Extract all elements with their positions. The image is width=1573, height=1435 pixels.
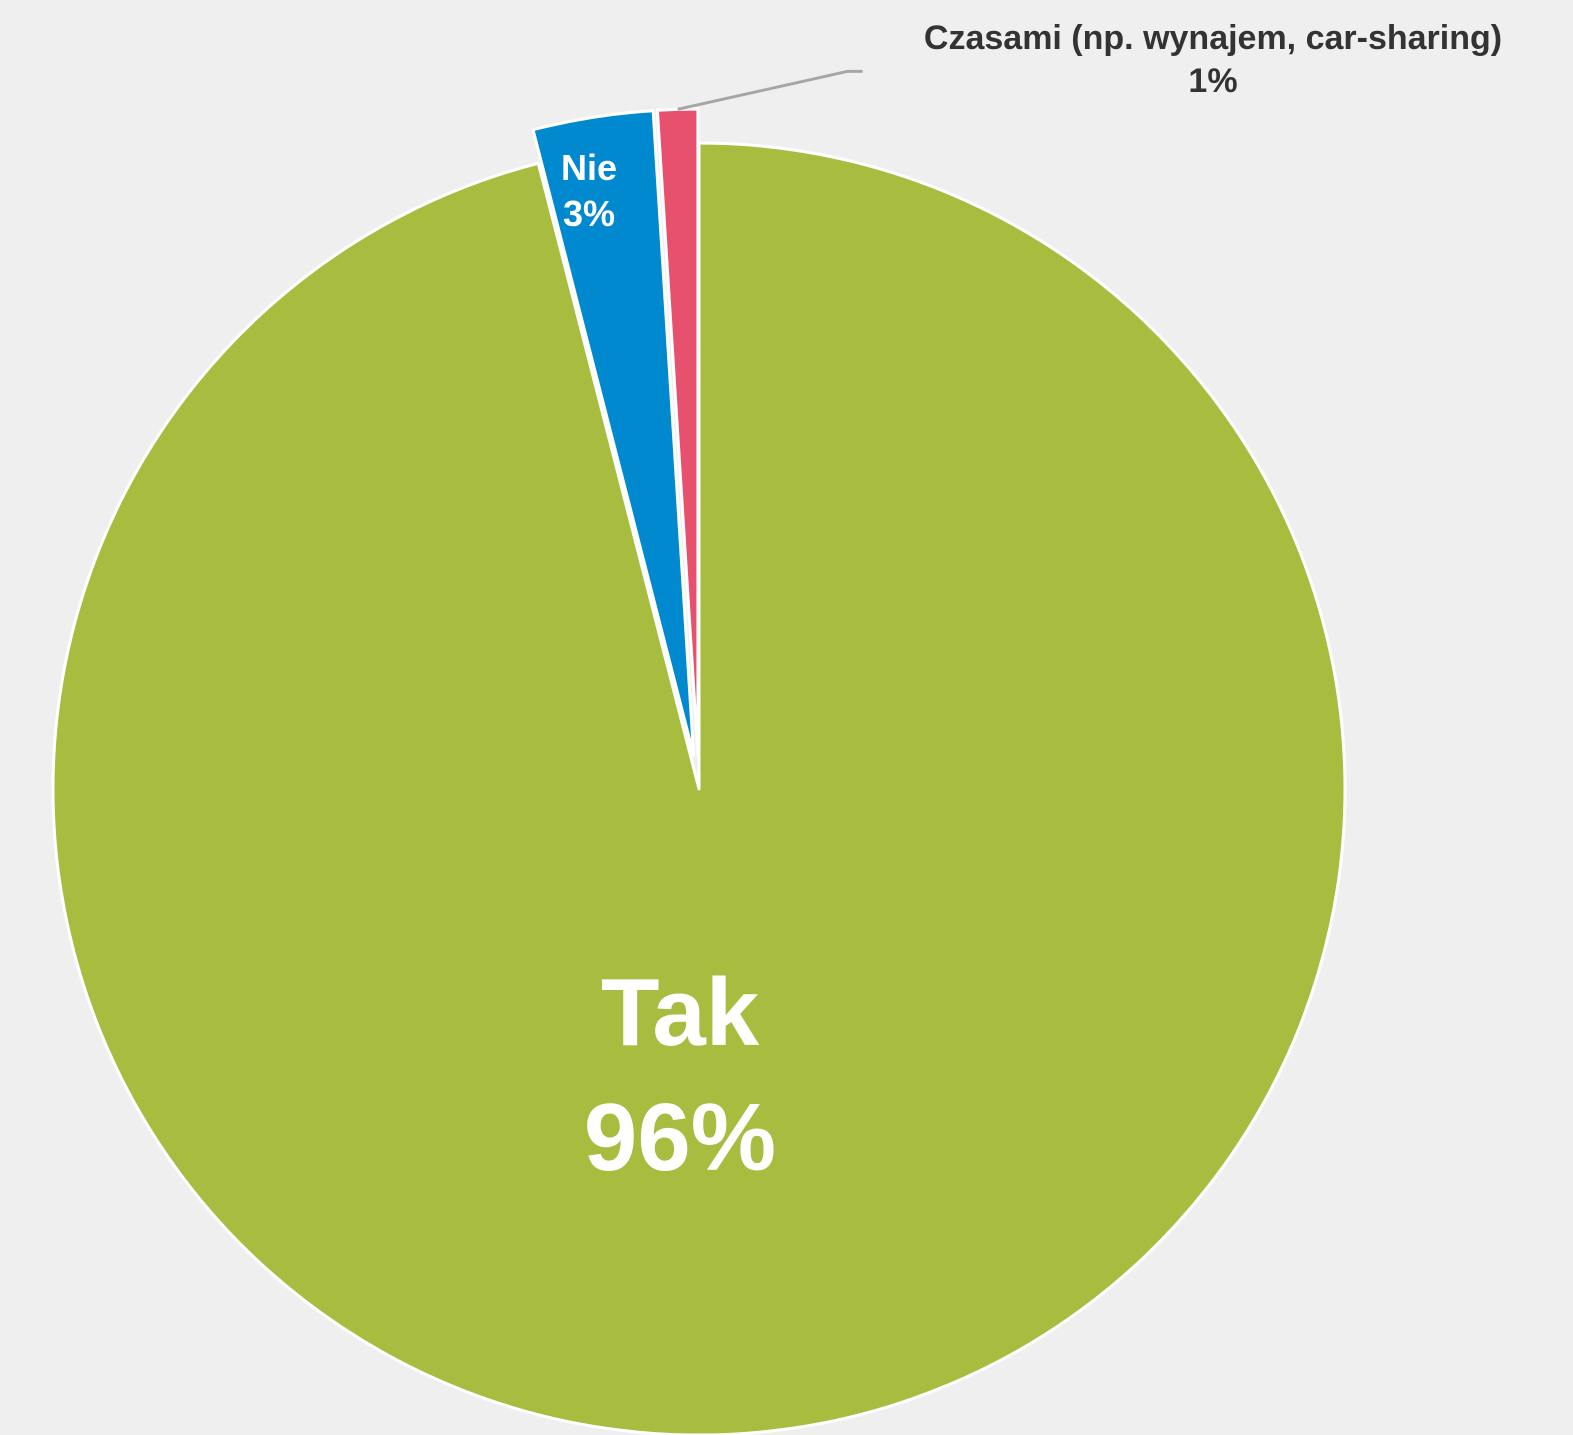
labels-layer: Tak 96% Nie 3% Czasami (np. wynajem, car-sha… <box>561 19 1502 1191</box>
slice-label-czasami-np-wynajem-car-sharing-name: Czasami (np. wynajem, car-sharing) <box>924 19 1502 57</box>
pie-slice-czasami-np-wynajem-car-sharing <box>655 107 700 757</box>
pie-slice-tak <box>51 141 1347 1435</box>
slices-layer <box>51 107 1347 1435</box>
slice-label-czasami-np-wynajem-car-sharing-value: 1% <box>1188 62 1237 100</box>
slice-label-nie-name: Nie <box>561 147 617 188</box>
slice-label-nie-value: 3% <box>563 193 615 234</box>
slice-label-tak-value: 96% <box>584 1084 776 1191</box>
callout-layer <box>677 69 863 111</box>
callout-leader-line <box>677 69 863 111</box>
pie-slice-nie <box>531 109 696 757</box>
slice-label-tak-name: Tak <box>601 959 760 1066</box>
